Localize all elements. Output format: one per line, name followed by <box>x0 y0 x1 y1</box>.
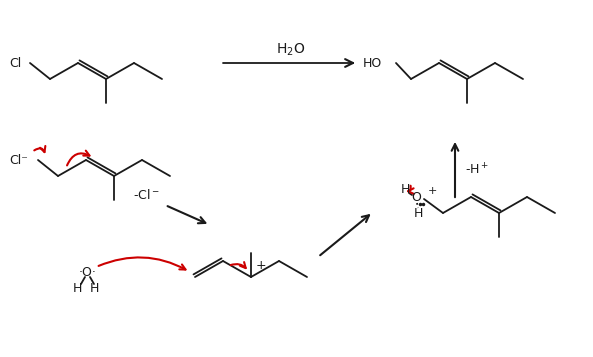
Text: Cl⁻: Cl⁻ <box>9 154 28 166</box>
Text: H$_2$O: H$_2$O <box>276 42 305 58</box>
Text: -Cl$^-$: -Cl$^-$ <box>133 188 160 202</box>
Text: H: H <box>400 182 410 196</box>
Text: H: H <box>413 206 423 220</box>
Text: H: H <box>90 282 98 295</box>
Text: Cl: Cl <box>9 56 21 70</box>
Text: O: O <box>411 191 421 203</box>
Text: +: + <box>428 186 438 196</box>
Text: -H$^+$: -H$^+$ <box>465 162 489 177</box>
Text: H: H <box>72 282 82 295</box>
Text: HO: HO <box>363 56 382 70</box>
Text: +: + <box>256 259 267 272</box>
Text: ·O·: ·O· <box>79 266 97 278</box>
